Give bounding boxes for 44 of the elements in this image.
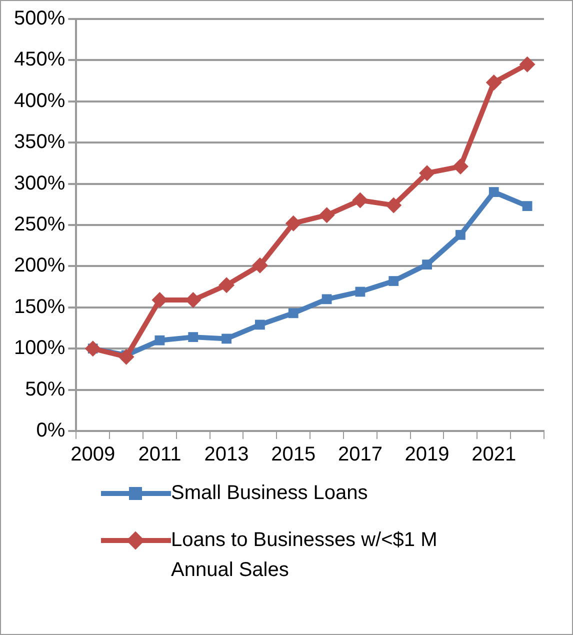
point	[456, 230, 466, 240]
point	[388, 276, 399, 286]
y-tick-label: 500%	[14, 8, 66, 30]
point	[255, 320, 265, 330]
y-tick-label: 250%	[14, 214, 66, 236]
point	[522, 201, 532, 211]
point	[488, 187, 499, 197]
point	[252, 257, 268, 274]
x-tick-label: 2009	[70, 444, 116, 466]
point	[218, 277, 235, 294]
point	[84, 340, 101, 357]
point	[519, 56, 536, 72]
y-tick-label: 50%	[25, 378, 66, 400]
legend-label: Small Business Loans	[171, 481, 368, 506]
y-tick-label: 200%	[14, 254, 66, 277]
x-tick-label: 2021	[472, 444, 516, 466]
point	[222, 334, 232, 344]
point	[386, 197, 402, 214]
x-tick-label: 2013	[204, 444, 249, 466]
y-tick-label: 350%	[14, 131, 66, 154]
point	[288, 308, 298, 318]
point	[118, 348, 134, 365]
x-tick-label: 2019	[404, 444, 450, 466]
y-tick-label: 400%	[14, 90, 66, 112]
x-tick-label: 2015	[271, 444, 316, 466]
y-tick-label: 100%	[14, 337, 66, 360]
point	[486, 74, 502, 90]
point	[188, 332, 198, 342]
x-tick-label: 2011	[138, 444, 182, 466]
legend-label: Loans to Businesses w/<$1 M Annual Sales	[171, 528, 438, 583]
point	[352, 192, 368, 208]
y-tick-label: 0%	[36, 420, 66, 442]
point	[154, 335, 165, 346]
point	[422, 260, 432, 270]
point	[452, 158, 468, 174]
point	[355, 286, 366, 297]
point	[322, 294, 332, 304]
y-tick-label: 450%	[14, 48, 66, 71]
point	[285, 215, 302, 232]
y-tick-label: 300%	[14, 172, 66, 194]
y-tick-label: 150%	[14, 296, 66, 318]
x-tick-label: 2017	[338, 444, 382, 466]
point	[318, 207, 335, 224]
point	[419, 165, 436, 182]
